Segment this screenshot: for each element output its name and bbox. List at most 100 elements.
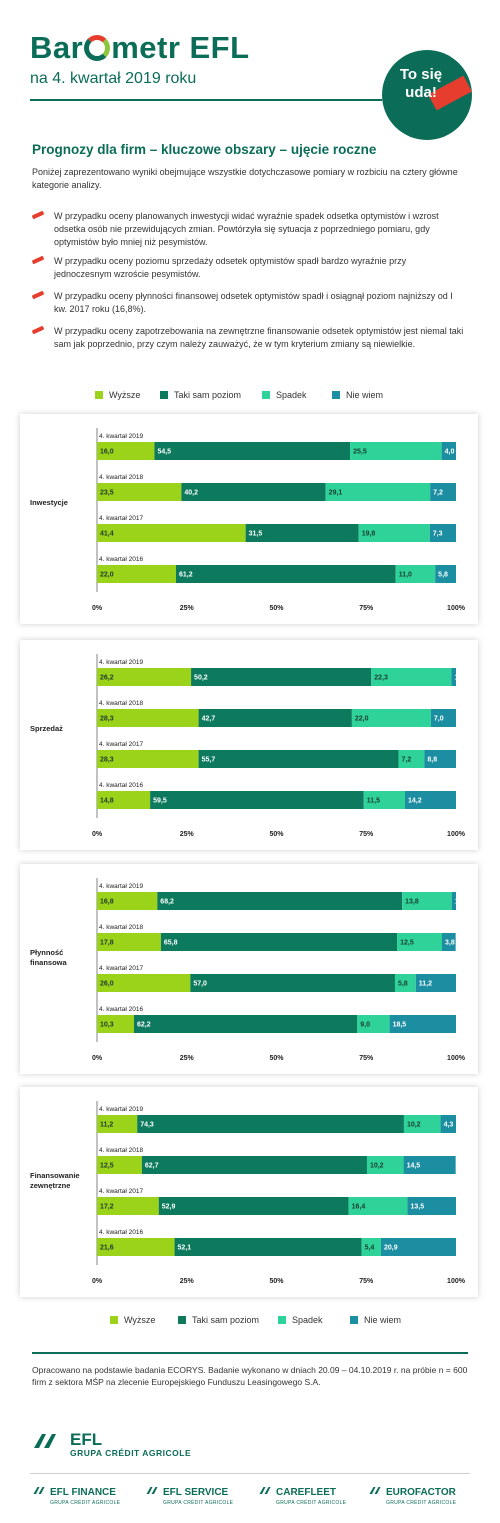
header-divider <box>30 99 382 101</box>
data-label: 20,9 <box>384 1245 398 1252</box>
bar-segment <box>325 483 431 501</box>
sub-logo-group: GRUPA CRÉDIT AGRICOLE <box>386 1500 457 1506</box>
bar-segment <box>350 442 442 460</box>
x-tick-label: 25% <box>180 605 195 612</box>
x-tick-label: 50% <box>269 1278 284 1285</box>
legend-swatch <box>178 1316 186 1324</box>
data-label: 12,5 <box>400 940 414 947</box>
data-label: 16,4 <box>352 1204 366 1211</box>
category-label: 4. kwartał 2016 <box>99 556 143 563</box>
bar-segment <box>380 1238 456 1256</box>
sub-logo-efl-service: EFL SERVICE GRUPA CRÉDIT AGRICOLE <box>145 1482 233 1506</box>
bar-segment <box>191 668 372 686</box>
bullet-text: W przypadku oceny poziomu sprzedaży odse… <box>54 256 407 279</box>
x-tick-label: 50% <box>269 605 284 612</box>
data-label: 10,2 <box>407 1122 421 1129</box>
data-label: 11,0 <box>399 572 412 579</box>
bar-segment <box>160 933 398 951</box>
bar-segment <box>348 1197 408 1215</box>
chart-category-label: Sprzedaż <box>30 724 63 733</box>
x-tick-label: 100% <box>447 831 466 838</box>
bullet-text: W przypadku oceny zapotrzebowania na zew… <box>54 326 464 349</box>
data-label: 40,2 <box>184 490 198 497</box>
bar-segment <box>389 1015 456 1033</box>
data-label: 50,2 <box>194 675 208 682</box>
sub-logo-group: GRUPA CRÉDIT AGRICOLE <box>276 1500 347 1506</box>
data-label: 16,8 <box>100 899 114 906</box>
bar-segment <box>402 892 452 910</box>
data-label: 4,0 <box>445 449 455 456</box>
x-tick-label: 75% <box>359 1055 374 1062</box>
bar-segment <box>245 524 359 542</box>
legend-item: Wyższe <box>95 390 140 400</box>
red-bullet-icon <box>31 255 45 265</box>
data-label: 25,5 <box>353 449 367 456</box>
bar-segment <box>97 933 161 951</box>
x-tick-label: 50% <box>269 1055 284 1062</box>
data-label: 1,3 <box>454 675 464 682</box>
sub-logo-group: GRUPA CRÉDIT AGRICOLE <box>50 1500 121 1506</box>
data-label: 17,2 <box>100 1204 114 1211</box>
sub-logo-eurofactor: EUROFACTOR GRUPA CRÉDIT AGRICOLE <box>368 1482 456 1506</box>
data-label: 22,0 <box>100 572 114 579</box>
data-label: 41,4 <box>100 531 114 538</box>
bar-segment <box>190 974 395 992</box>
bar-segment <box>429 524 456 542</box>
data-label: 13,8 <box>405 899 419 906</box>
credit-agricole-icon <box>33 1487 45 1494</box>
data-label: 7,2 <box>433 490 443 497</box>
credit-agricole-icon <box>369 1487 381 1494</box>
sub-logo-efl-finance: EFL FINANCE GRUPA CRÉDIT AGRICOLE <box>32 1482 120 1506</box>
footer-divider <box>32 1352 468 1354</box>
data-label: 18,5 <box>393 1022 407 1029</box>
data-label: 42,7 <box>202 716 216 723</box>
bar-segment <box>358 524 430 542</box>
data-label: 16,0 <box>100 449 114 456</box>
legend-label: Spadek <box>292 1315 323 1325</box>
bar-segment <box>97 524 246 542</box>
bar-segment <box>451 668 456 686</box>
x-tick-label: 0% <box>92 1055 103 1062</box>
category-label: 4. kwartał 2017 <box>99 965 143 972</box>
data-label: 19,8 <box>362 531 376 538</box>
bar-segment <box>424 750 456 768</box>
bar-segment <box>361 1238 381 1256</box>
sub-logo-name: EFL SERVICE <box>163 1487 229 1498</box>
data-label: 22,3 <box>374 675 388 682</box>
legend-item: Taki sam poziom <box>160 390 241 400</box>
x-tick-label: 0% <box>92 605 103 612</box>
data-label: 11,2 <box>419 981 432 988</box>
bar-segment <box>97 668 192 686</box>
x-tick-label: 75% <box>359 605 374 612</box>
bar-segment <box>150 791 364 809</box>
legend-item: Taki sam poziom <box>178 1315 259 1325</box>
chart-category-label: Inwestycje <box>30 498 68 507</box>
page-subtitle: na 4. kwartał 2019 roku <box>30 70 197 87</box>
legend-label: Nie wiem <box>346 390 384 400</box>
bar-segment <box>441 933 456 951</box>
legend-swatch <box>160 391 168 399</box>
data-label: 26,2 <box>100 675 114 682</box>
legend-label: Wyższe <box>109 390 141 400</box>
bar-segment <box>198 750 399 768</box>
data-label: 14,5 <box>407 1163 421 1170</box>
category-label: 4. kwartał 2018 <box>99 700 143 707</box>
bar-segment <box>403 1115 441 1133</box>
logos-divider <box>30 1473 470 1474</box>
sub-logo-group: GRUPA CRÉDIT AGRICOLE <box>163 1500 234 1506</box>
sub-logo-name: EFL FINANCE <box>50 1487 116 1498</box>
bar-segment <box>97 1115 138 1133</box>
bar-segment <box>398 750 425 768</box>
category-label: 4. kwartał 2018 <box>99 1147 143 1154</box>
data-label: 3,8 <box>445 940 455 947</box>
data-label: 54,5 <box>157 449 171 456</box>
x-tick-label: 25% <box>180 1278 195 1285</box>
data-label: 31,5 <box>249 531 263 538</box>
bar-segment <box>154 442 351 460</box>
data-label: 52,1 <box>178 1245 192 1252</box>
data-label: 21,6 <box>100 1245 114 1252</box>
sub-logo-name: EUROFACTOR <box>386 1487 456 1498</box>
stacked-bar-chart: 0% 25% 50% 75% 100% 4. kwartał 2019 11,2 74,3 10… <box>92 1101 466 1285</box>
data-label: 22,0 <box>355 716 369 723</box>
credit-agricole-icon <box>259 1487 271 1494</box>
